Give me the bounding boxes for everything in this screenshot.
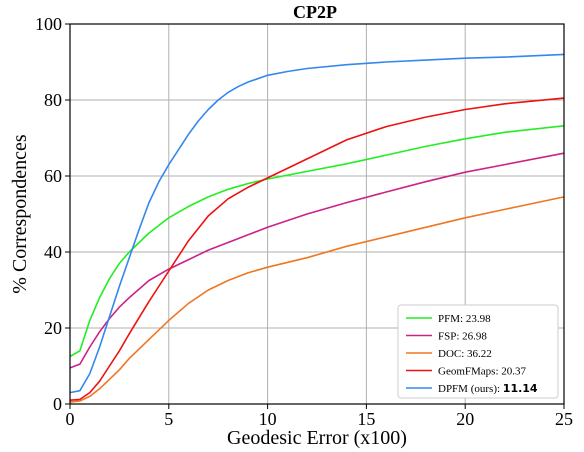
tick-labels: 0 5 10 15 20 25 0 20 40 60 80 100 <box>35 14 573 429</box>
series-lines <box>69 53 565 403</box>
legend: PFM: 23.98 FSP: 26.98 DOC: 36.22 GeomFMaps:… <box>397 304 559 399</box>
legend-entry: DOC: 36.22 <box>438 348 492 360</box>
y-tick-label: 40 <box>44 242 62 262</box>
x-tick-label: 20 <box>456 409 474 429</box>
y-tick-label: 0 <box>53 394 62 414</box>
x-tick-label: 15 <box>357 409 375 429</box>
legend-label: GeomFMaps: 20.37 <box>438 366 527 378</box>
legend-label: DOC: 36.22 <box>438 348 492 360</box>
legend-label: FSP: 26.98 <box>438 331 487 343</box>
legend-label: PFM: 23.98 <box>438 313 491 325</box>
legend-label: DPFM (ours): <box>438 383 503 395</box>
series-line-4 <box>69 53 565 394</box>
legend-entry: FSP: 26.98 <box>438 331 487 343</box>
plot-frame <box>69 23 565 405</box>
series-line-2 <box>69 196 565 403</box>
y-axis-label: % Correspondences <box>9 134 31 294</box>
y-tick-label: 100 <box>35 14 62 34</box>
legend-entry: PFM: 23.98 <box>438 313 491 325</box>
x-tick-label: 0 <box>66 409 75 429</box>
x-tick-label: 25 <box>555 409 573 429</box>
series-line-3 <box>69 97 565 401</box>
x-tick-label: 5 <box>164 409 173 429</box>
chart-title: CP2P <box>293 2 337 22</box>
series-line-0 <box>69 125 565 358</box>
x-axis-label: Geodesic Error (x100) <box>227 427 407 449</box>
series-line-1 <box>69 152 565 369</box>
y-tick-label: 20 <box>44 318 62 338</box>
y-tick-label: 60 <box>44 166 62 186</box>
y-tick-label: 80 <box>44 90 62 110</box>
legend-entry: DPFM (ours): 11.14 <box>438 382 538 395</box>
legend-box <box>397 304 559 399</box>
legend-entry: GeomFMaps: 20.37 <box>438 366 527 378</box>
x-tick-label: 10 <box>259 409 277 429</box>
legend-label-bold: 11.14 <box>503 382 538 395</box>
